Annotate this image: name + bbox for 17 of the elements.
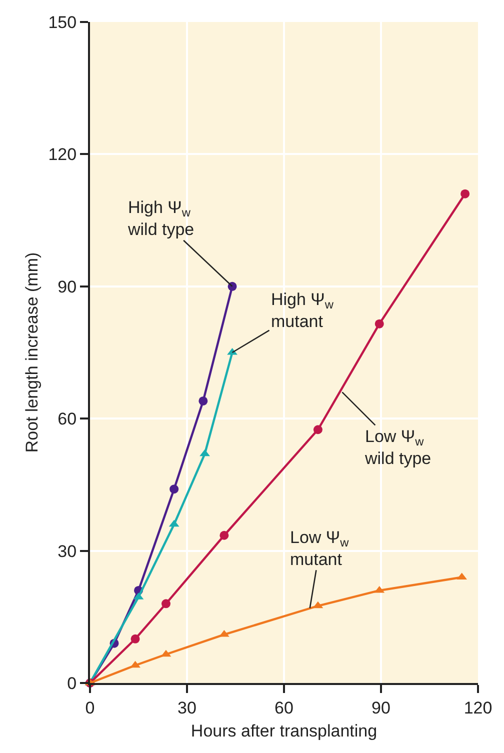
y-tick-label: 60 <box>58 410 77 429</box>
x-tick-label: 90 <box>372 698 390 718</box>
y-tick-label: 90 <box>58 277 77 296</box>
x-tick-label: 0 <box>85 698 95 718</box>
annotation: Low Ψ$_{w}$ mutant <box>290 528 350 570</box>
y-axis-title: Root length increase (mm) <box>22 252 42 453</box>
y-tick-label: 120 <box>48 145 77 164</box>
y-tick-label: 0 <box>67 674 77 693</box>
y-tick-label: 30 <box>58 542 77 561</box>
x-axis-title: Hours after transplanting <box>190 721 378 740</box>
x-tick-label: 30 <box>178 698 196 718</box>
x-tick-label: 120 <box>464 698 492 718</box>
y-tick-label: 150 <box>48 12 77 32</box>
annotation: High Ψ$_{w}$ mutant <box>271 290 334 332</box>
annotation: High Ψ$_{w}$ wild type <box>127 198 194 240</box>
annotation: Low Ψ$_{w}$ wild type <box>364 427 432 468</box>
x-tick-label: 60 <box>274 698 294 718</box>
